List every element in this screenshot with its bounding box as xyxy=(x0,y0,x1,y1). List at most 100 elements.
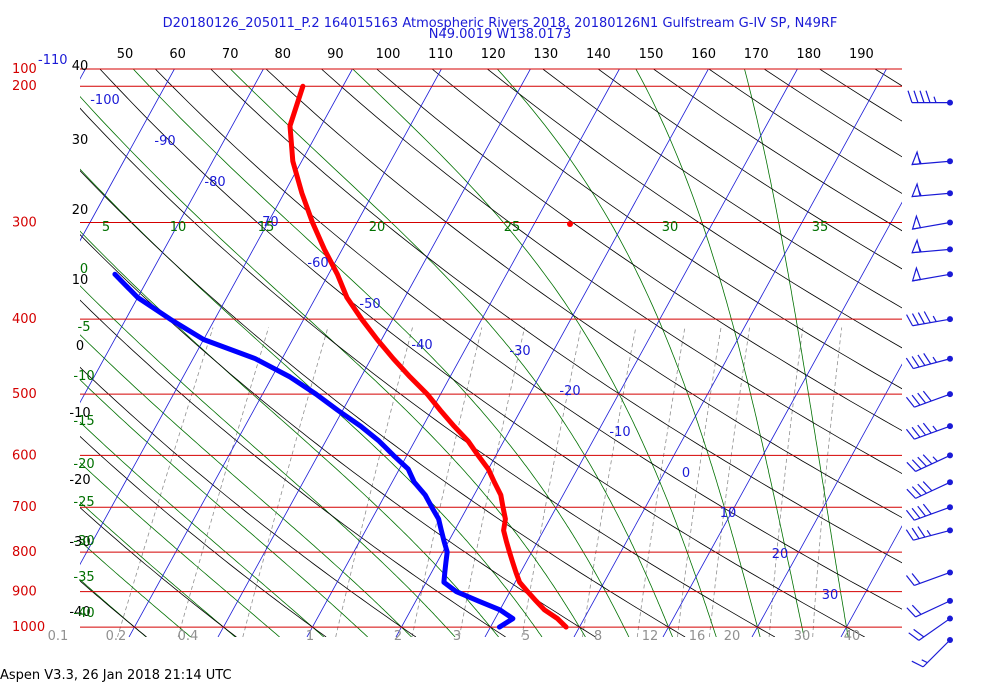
dry-adiabat-line xyxy=(80,234,596,637)
moist-adiabat-line xyxy=(80,462,280,637)
temperature-profile xyxy=(287,83,569,630)
moist-adiabat-label: 0 xyxy=(80,262,88,277)
wind-barb xyxy=(911,150,953,166)
dewpoint-profile xyxy=(112,271,516,630)
wind-barb xyxy=(906,311,953,327)
moist-adiabat-label: 30 xyxy=(662,220,679,235)
dry-adiabat-line xyxy=(99,69,865,637)
wind-barb xyxy=(911,266,953,282)
moist-adiabat-label: -25 xyxy=(73,495,94,510)
top-temperature-label: 70 xyxy=(222,47,239,62)
mixing-ratio-line xyxy=(177,327,269,637)
isotherm-label: 0 xyxy=(682,466,690,481)
dry-adiabat-line xyxy=(597,69,902,270)
moist-adiabat-label: -10 xyxy=(73,369,94,384)
moist-adiabat-label: 10 xyxy=(170,220,187,235)
dry-adiabat-label: 10 xyxy=(72,273,89,288)
wind-barb xyxy=(905,569,953,587)
pressure-label: 500 xyxy=(12,387,37,402)
dry-adiabat-lines xyxy=(80,69,902,637)
dry-adiabat-line xyxy=(487,69,902,349)
moist-adiabat-label: -35 xyxy=(73,570,94,585)
dry-adiabat-line xyxy=(376,69,902,432)
chart-title-line-2: N49.0019 W138.0173 xyxy=(428,27,572,42)
mixing-ratio-label: 0.2 xyxy=(106,629,127,644)
wind-barb xyxy=(905,503,953,521)
dry-adiabat-line xyxy=(80,170,686,637)
sounding-profiles xyxy=(112,83,573,630)
wind-barb xyxy=(906,452,953,473)
top-temperature-label: 170 xyxy=(744,47,769,62)
isotherm-label: -20 xyxy=(559,384,580,399)
moist-adiabat-line xyxy=(80,95,586,637)
pressure-label: 400 xyxy=(12,312,37,327)
moist-adiabat-label: -30 xyxy=(73,534,94,549)
dry-adiabat-line xyxy=(321,69,902,474)
dry-adiabat-line xyxy=(80,366,417,637)
wind-barb xyxy=(908,615,953,641)
dry-adiabat-label: -40 xyxy=(69,605,90,620)
moist-adiabat-label: -20 xyxy=(73,457,94,472)
top-temperature-label: 180 xyxy=(796,47,821,62)
mixing-ratio-line xyxy=(411,327,483,637)
moist-adiabat-lines xyxy=(80,69,849,637)
isotherm-label: -100 xyxy=(90,93,120,108)
mixing-ratio-label: 1 xyxy=(306,629,314,644)
isotherm-line xyxy=(80,69,264,404)
isotherm-label: -90 xyxy=(154,134,175,149)
dry-adiabat-label: 30 xyxy=(72,133,89,148)
wind-barb xyxy=(905,422,953,440)
isotherm-lines xyxy=(80,69,902,637)
moist-adiabat-label: -5 xyxy=(78,320,91,335)
moist-adiabat-label: -15 xyxy=(73,414,94,429)
pressure-label: 300 xyxy=(12,215,37,230)
isotherm-label: -40 xyxy=(411,338,432,353)
isotherm-label: -70 xyxy=(257,215,278,230)
moist-adiabat-label: 20 xyxy=(369,220,386,235)
isotherm-line xyxy=(80,69,175,242)
top-temperature-label: 150 xyxy=(639,47,664,62)
dry-adiabat-line xyxy=(80,107,776,637)
moist-adiabat-line xyxy=(497,69,761,637)
top-temperature-label: 60 xyxy=(169,47,186,62)
dry-adiabat-line xyxy=(80,435,327,637)
wind-barb xyxy=(905,526,953,541)
dry-adiabat-label: -20 xyxy=(69,473,90,488)
moist-adiabat-line xyxy=(352,69,717,637)
dry-adiabat-label: 0 xyxy=(76,339,84,354)
wind-barbs xyxy=(905,90,953,668)
top-temperature-label: 130 xyxy=(533,47,558,62)
isotherm-label: 30 xyxy=(822,588,839,603)
moist-adiabat-label: 5 xyxy=(102,220,110,235)
isotherm-label: -50 xyxy=(359,297,380,312)
mixing-ratio-line xyxy=(521,327,582,637)
mixing-ratio-line xyxy=(768,327,804,637)
top-temperature-label: 90 xyxy=(327,47,344,62)
isotherm-line xyxy=(840,525,902,637)
moist-adiabat-line xyxy=(80,501,236,637)
mixing-ratio-line xyxy=(677,327,722,637)
mixing-ratio-label: 5 xyxy=(522,629,530,644)
isotherm-label: -10 xyxy=(609,425,630,440)
moist-adiabat-label: -40 xyxy=(73,606,94,621)
dry-adiabat-line xyxy=(155,69,902,610)
mixing-ratio-line xyxy=(709,327,750,637)
dry-adiabat-line xyxy=(80,580,147,637)
top-temperature-label: 50 xyxy=(117,47,134,62)
mixing-ratio-line xyxy=(117,327,214,637)
dry-adiabat-line xyxy=(265,69,902,519)
wind-barb xyxy=(911,238,953,254)
moist-adiabat-line xyxy=(80,334,412,637)
pressure-label: 600 xyxy=(12,448,37,463)
mixing-ratio-line xyxy=(582,327,637,637)
chart-title-line-1: D20180126_205011_P.2 164015163 Atmospher… xyxy=(162,16,838,31)
isotherm-line xyxy=(662,201,902,637)
moist-adiabat-label: 15 xyxy=(258,220,275,235)
wind-barb xyxy=(906,597,953,618)
isotherm-line xyxy=(484,69,798,637)
mixing-ratio-label: 12 xyxy=(642,629,659,644)
top-temperature-label: 120 xyxy=(481,47,506,62)
isobar-lines xyxy=(80,68,902,628)
isotherm-line xyxy=(128,69,442,637)
